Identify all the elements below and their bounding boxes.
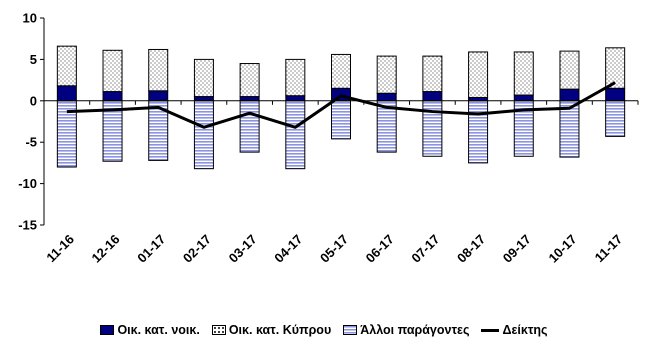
x-tick-label: 07-17 — [408, 232, 442, 266]
bar-cyprus-households — [285, 58, 306, 97]
legend-line-index — [481, 328, 500, 332]
x-tick-label: 10-17 — [545, 232, 579, 266]
bar-rental-households — [285, 95, 306, 102]
x-tick-label: 02-17 — [180, 232, 214, 266]
x-tick-label: 11-16 — [43, 232, 77, 266]
bar-rental-households — [102, 91, 123, 102]
bar-cyprus-households — [513, 51, 534, 96]
x-tick-label: 04-17 — [271, 232, 305, 266]
bar-rental-households — [513, 94, 534, 102]
bar-rental-households — [56, 85, 77, 102]
legend-item-rental: Οικ. κατ. νοικ. — [100, 323, 200, 337]
y-tick-label: -5 — [25, 135, 37, 150]
bar-cyprus-households — [56, 45, 77, 87]
bar-other-factors — [285, 100, 306, 170]
chart-svg: 10 5 0 -5 -10 -15 11-16 12-16 01-17 02-17 03-17 04… — [18, 11, 639, 266]
bar-cyprus-households — [468, 51, 489, 98]
x-tick-label: 01-17 — [134, 232, 168, 266]
bar-rental-households — [148, 90, 169, 102]
bar-cyprus-households — [148, 48, 169, 92]
bar-other-factors — [422, 100, 443, 157]
legend-label-rental: Οικ. κατ. νοικ. — [117, 323, 200, 337]
bar-rental-households — [605, 87, 626, 102]
bar-other-factors — [331, 100, 351, 140]
bar-other-factors — [193, 100, 214, 170]
bars — [56, 45, 626, 170]
bar-rental-households — [559, 88, 580, 102]
legend: Οικ. κατ. νοικ. Οικ. κατ. Κύπρου Άλλοι π… — [0, 318, 648, 342]
bar-cyprus-households — [331, 53, 351, 89]
x-tick-label: 11-17 — [592, 232, 626, 266]
y-tick-label: 5 — [30, 52, 37, 67]
legend-item-index: Δείκτης — [481, 323, 548, 337]
bar-rental-households — [239, 96, 260, 102]
bar-cyprus-households — [422, 55, 443, 93]
legend-swatch-cyprus — [211, 325, 226, 335]
bar-rental-households — [376, 92, 397, 102]
legend-label-cyprus: Οικ. κατ. Κύπρου — [228, 323, 332, 337]
legend-item-other: Άλλοι παράγοντες — [343, 323, 469, 337]
y-tick-label: 0 — [30, 93, 37, 108]
x-tick-label: 06-17 — [363, 232, 397, 266]
legend-item-cyprus: Οικ. κατ. Κύπρου — [211, 323, 332, 337]
bar-cyprus-households — [559, 50, 580, 90]
bar-rental-households — [422, 91, 443, 102]
x-tick-label: 12-16 — [89, 232, 123, 266]
legend-swatch-other — [343, 325, 358, 335]
bar-cyprus-households — [102, 49, 123, 93]
index-line — [66, 81, 616, 129]
y-tick-label: -10 — [18, 176, 37, 191]
bar-cyprus-households — [376, 55, 397, 94]
legend-label-other: Άλλοι παράγοντες — [360, 323, 470, 337]
x-tick-label: 09-17 — [500, 232, 534, 266]
bar-cyprus-households — [193, 58, 214, 98]
bar-rental-households — [193, 96, 214, 102]
legend-swatch-rental — [100, 325, 115, 335]
x-tick-label: 03-17 — [226, 232, 260, 266]
x-tick-label: 08-17 — [454, 232, 488, 266]
bar-cyprus-households — [605, 47, 626, 89]
bar-other-factors — [605, 100, 626, 137]
y-tick-label: 10 — [23, 11, 37, 26]
bar-cyprus-households — [239, 63, 260, 98]
x-tick-label: 05-17 — [317, 232, 351, 266]
bar-other-factors — [468, 100, 489, 164]
y-axis: 10 5 0 -5 -10 -15 — [18, 11, 45, 233]
legend-label-index: Δείκτης — [502, 323, 548, 337]
bar-other-factors — [239, 100, 260, 153]
y-tick-label: -15 — [18, 218, 37, 233]
